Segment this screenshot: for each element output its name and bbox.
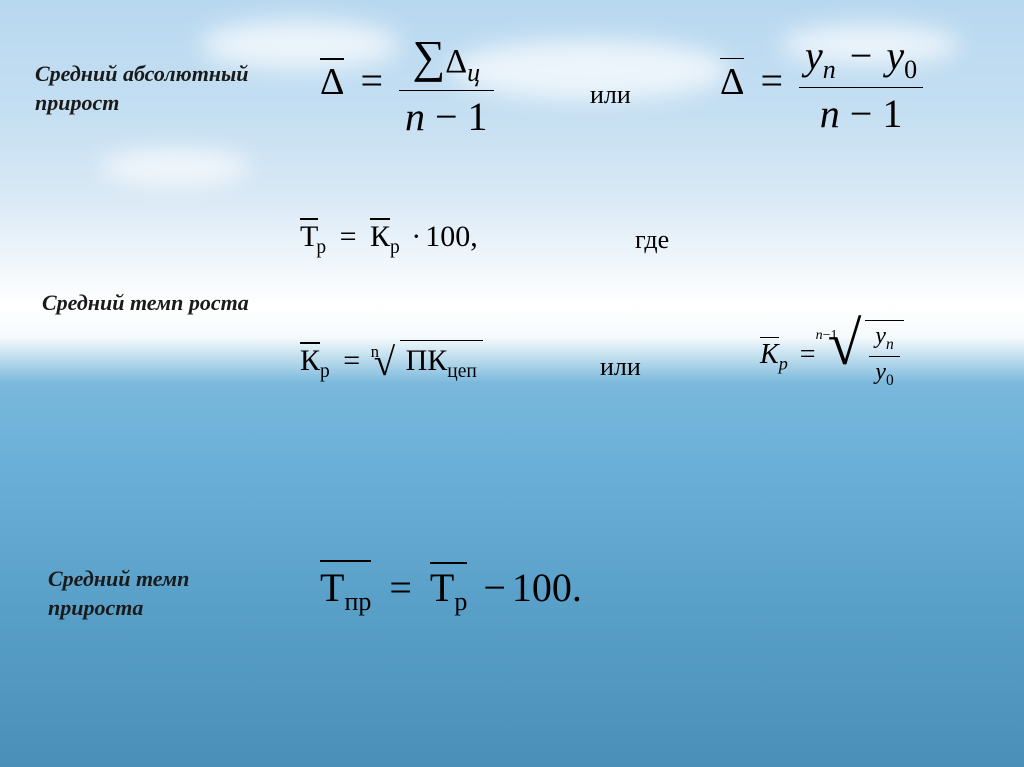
sub-0: 0 [904, 55, 917, 84]
formula-tp-kp100: Т р = Кр ·100, [300, 220, 478, 259]
T-sym: Т [300, 220, 318, 253]
y0-den: y [875, 359, 886, 385]
root-idx-minus: − [823, 328, 831, 343]
eq-sign-4: = [343, 344, 360, 377]
word-or-2: или [600, 352, 641, 382]
sub-n: n [823, 55, 836, 84]
hundred-2: 100. [512, 565, 582, 610]
root-index-n: n [371, 342, 379, 362]
minus-sign: − [850, 33, 873, 78]
eq-sign-3: = [340, 220, 357, 253]
yn-num: y [875, 323, 886, 349]
formula-kp-root-yn-y0: Kp = n−1 √ yn y0 [760, 320, 904, 392]
word-or-1: или [590, 80, 631, 110]
minus-sign-2: − [483, 565, 506, 610]
K-sym-3: K [760, 339, 779, 370]
delta-symbol-2: Δ [720, 61, 744, 103]
K-sym-2: К [300, 344, 320, 377]
delta-small: Δ [445, 43, 467, 80]
K-sub-p-2: р [320, 361, 330, 382]
delta-symbol: Δ [320, 61, 344, 103]
label-growth-incr: Средний темп прироста [48, 565, 248, 622]
dot-sign: · [411, 220, 421, 253]
n-var-2: n [820, 91, 840, 136]
y-n: y [805, 33, 823, 78]
K-sub-p-3: p [779, 353, 788, 373]
sub-cep: цеп [447, 361, 477, 382]
y0-sub: 0 [886, 372, 894, 389]
label-abs-growth: Средний абсолютный прирост [35, 60, 265, 117]
T-sym-3: Т [430, 565, 454, 610]
root-idx-n-1: n [816, 328, 823, 343]
minus-one: − 1 [435, 94, 488, 139]
T-sub-pr: пр [344, 587, 371, 616]
word-where: где [635, 225, 669, 255]
formula-abs-growth-2: Δ = yn − y0 n − 1 [720, 32, 923, 137]
T-sym-2: Т [320, 565, 344, 610]
hundred-1: 100, [425, 220, 478, 253]
T-sub-p-2: р [454, 587, 467, 616]
eq-sign-2: = [760, 58, 783, 103]
n-var: n [405, 94, 425, 139]
formula-kp-root-pk: Кр = n √ ПКцеп [300, 340, 483, 385]
eq-sign: = [360, 58, 383, 103]
eq-sign-5: = [800, 339, 816, 370]
yn-sub: n [886, 336, 894, 353]
y-0: y [886, 33, 904, 78]
eq-sign-6: = [389, 565, 412, 610]
formula-tpr: Тпр = Тр −100. [320, 562, 582, 617]
PK-sym: ПК [406, 344, 448, 377]
label-growth-rate: Средний темп роста [42, 290, 249, 316]
formula-abs-growth-1: Δ = ∑Δц n − 1 [320, 30, 494, 140]
K-sym: К [370, 220, 390, 253]
sigma-symbol: ∑ [412, 31, 445, 82]
minus-one-2: − 1 [850, 91, 903, 136]
K-sub-p: р [390, 237, 400, 258]
sub-u: ц [467, 58, 480, 87]
